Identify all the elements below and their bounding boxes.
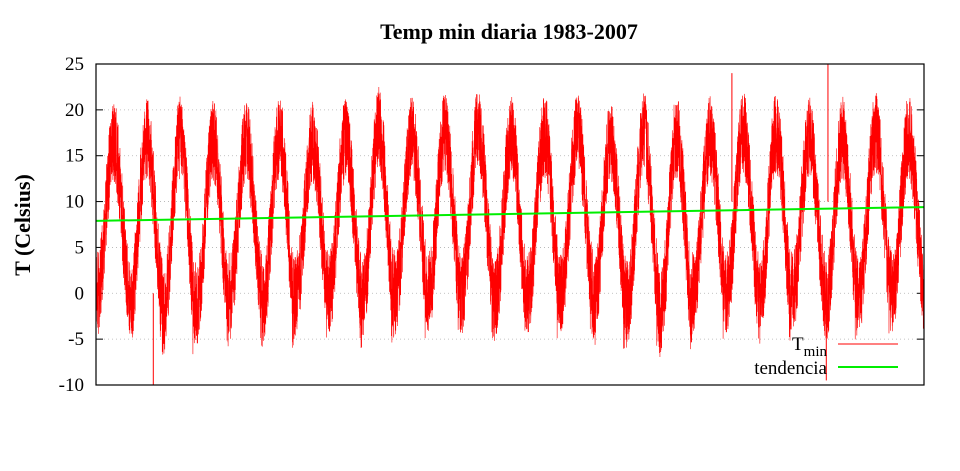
chart-title: Temp min diaria 1983-2007: [380, 19, 638, 44]
plot-frame: [95, 63, 925, 386]
tendencia-line: [95, 206, 925, 222]
tmin-line: [95, 86, 925, 358]
y-tick-label: 5: [75, 237, 85, 258]
series-tmin: [95, 64, 925, 385]
y-tick-label: -5: [68, 329, 84, 350]
legend-label-tmin: Tmin: [792, 334, 827, 360]
legend-label-tendencia: tendencia: [754, 358, 827, 379]
y-tick-label: 20: [65, 100, 84, 121]
y-axis-label: T (Celsius): [10, 174, 35, 276]
y-tick-label: -10: [59, 375, 84, 396]
y-axis-ticks: -10 -5 0 5 10 15 20 25: [59, 54, 924, 396]
y-tick-label: 15: [65, 146, 84, 167]
y-tick-label: 0: [75, 283, 85, 304]
y-tick-label: 25: [65, 54, 84, 75]
y-tick-label: 10: [65, 192, 84, 213]
series-tendencia: [95, 206, 925, 222]
